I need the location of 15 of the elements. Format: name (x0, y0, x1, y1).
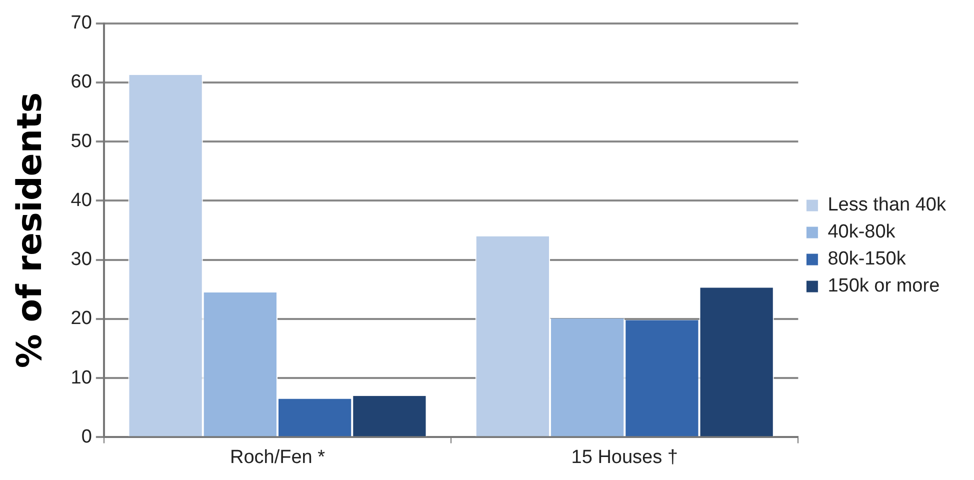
y-axis-title: % of residents (10, 92, 50, 368)
y-tick-label: 40 (70, 190, 92, 211)
x-tick-label: 15 Houses † (571, 446, 678, 468)
x-tick-label: Roch/Fen * (230, 446, 326, 468)
legend-label: 150k or more (828, 276, 940, 297)
y-tick-label: 0 (81, 426, 92, 448)
legend-label: 40k-80k (828, 222, 896, 243)
y-tick-label: 50 (70, 130, 92, 152)
y-tick-label: 10 (70, 367, 92, 388)
y-tick-label: 70 (70, 12, 92, 34)
legend-label: Less than 40k (828, 194, 946, 216)
y-tick-label: 60 (70, 72, 92, 93)
legend-label: 80k-150k (828, 248, 906, 270)
y-tick-label: 30 (70, 249, 92, 270)
y-tick-label: 20 (70, 308, 92, 330)
